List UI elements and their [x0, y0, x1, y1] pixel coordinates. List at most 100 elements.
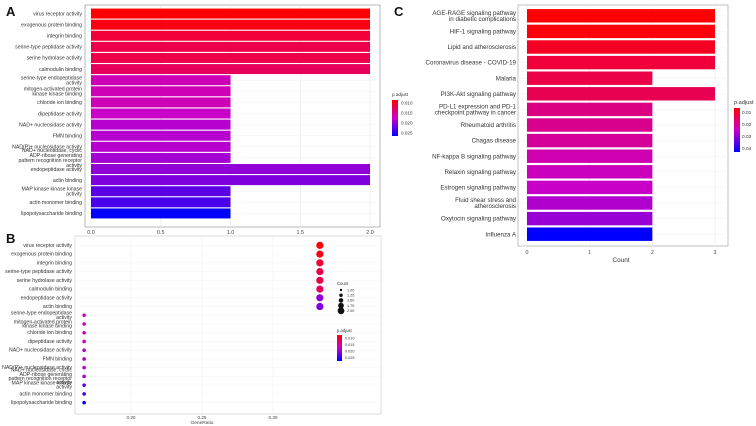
- chart-c-category-label-line: NF-kappa B signaling pathway: [432, 153, 517, 160]
- chart-b-point: [316, 294, 324, 302]
- chart-b-count-legend-dot: [338, 302, 344, 309]
- chart-a-category-label: integrin binding: [47, 34, 82, 40]
- panel-a-letter: A: [6, 4, 16, 19]
- chart-c-bar: [527, 227, 653, 241]
- chart-b-category-label: dipeptidase activity: [28, 339, 72, 345]
- chart-b-p-legend-label: 0.015: [345, 343, 355, 347]
- chart-b-x-tick: 0.25: [198, 415, 207, 420]
- chart-b-point: [82, 322, 86, 326]
- chart-c-category-label-line: PI3K-Akt signaling pathway: [441, 91, 517, 98]
- chart-b-category-label: serine-type endopeptidase activity: [11, 311, 73, 321]
- chart-a-category-label-line: exogenous protein binding: [21, 22, 82, 28]
- chart-a-category-label-line: FMN binding: [53, 133, 83, 139]
- chart-c-category-label: Lipid and atherosclerosis: [448, 44, 516, 51]
- chart-b-count-legend-label: 1.50: [347, 299, 354, 303]
- chart-a-category-label: FMN binding: [53, 133, 83, 139]
- chart-b-category-label-line: pattern recognition receptor: [9, 376, 73, 382]
- chart-b-category-label: FMN binding: [43, 356, 73, 362]
- chart-b-p-legend-colorbar: [337, 335, 342, 361]
- panel-c-letter: C: [394, 4, 404, 19]
- chart-a-bar: [91, 197, 231, 208]
- chart-a-category-label: NAD+ nucleotidase, cyclic ADP-ribose gene…: [19, 148, 83, 169]
- chart-c-bar: [527, 211, 653, 226]
- chart-b-category-label: MAP kinase kinase kinase activity: [12, 381, 73, 391]
- chart-b-point: [82, 383, 86, 387]
- chart-a-bar: [91, 52, 370, 63]
- chart-c-category-label: Coronavirus disease - COVID-19: [426, 60, 517, 67]
- chart-c-category-label-line: Chagas disease: [472, 138, 517, 145]
- chart-c-category-label-line: PD-L1 expression and PD-1: [439, 104, 517, 111]
- chart-a-category-label: serine hydrolase activity: [27, 56, 83, 62]
- chart-a-bar: [91, 186, 231, 197]
- chart-b-point: [82, 374, 86, 379]
- chart-a-category-label-line: NAD+ nucleotidase, cyclic: [22, 148, 83, 154]
- chart-b-point: [82, 365, 86, 370]
- chart-c-category-label-line: Fluid shear stress and: [455, 197, 516, 204]
- chart-c-bar: [527, 165, 653, 179]
- chart-a-category-label: calmodulin binding: [39, 67, 82, 73]
- chart-b-count-legend-dot: [338, 298, 344, 303]
- chart-b-point: [82, 392, 86, 396]
- chart-c-category-label-line: Coronavirus disease - COVID-19: [426, 60, 517, 67]
- chart-b-category-label-line: virus receptor activity: [23, 243, 72, 249]
- chart-b-category-label: mitogen-activated protein kinase kinase b…: [14, 319, 72, 329]
- chart-b-p-legend-label: 0.025: [345, 356, 355, 360]
- chart-a-category-label-line: ADP-ribose generating: [30, 153, 83, 159]
- chart-a-legend-label: 0.020: [401, 121, 413, 126]
- chart-a-bar: [91, 164, 370, 175]
- chart-b-p-legend-title: p.adjust: [337, 328, 353, 333]
- chart-b-p-legend-label: 0.020: [345, 350, 355, 354]
- chart-a-x-tick: 0.5: [157, 230, 165, 236]
- chart-a-category-label: exogenous protein binding: [21, 22, 82, 28]
- chart-c: 0 1 2 3 Count AGE-RAGE signaling pathway in di…: [426, 4, 754, 264]
- chart-b-category-label-line: activity: [56, 385, 72, 391]
- chart-b-count-legend-label: 1.75: [347, 304, 354, 308]
- chart-b-category-label-line: actin monomer binding: [20, 391, 73, 397]
- chart-a-bar: [91, 97, 231, 108]
- chart-a-category-label: NAD(P)+ nucleosidase activity: [12, 145, 82, 151]
- chart-a-bar: [91, 152, 231, 163]
- chart-c-category-label: Estrogen signaling pathway: [440, 185, 517, 192]
- chart-b-point: [82, 313, 86, 318]
- chart-a-category-label-line: serine-type endopeptidase: [21, 75, 82, 81]
- chart-a-category-label-line: MAP kinase kinase kinase: [22, 186, 83, 192]
- chart-a-category-label-line: calmodulin binding: [39, 67, 82, 73]
- chart-c-category-label: Rheumatoid arthritis: [461, 122, 516, 129]
- chart-b-category-label-line: kinase kinase binding: [22, 324, 72, 330]
- chart-c-legend-label: 0.01: [742, 110, 752, 116]
- chart-b-p-legend-label: 0.010: [345, 336, 355, 340]
- chart-a-category-label: endopeptidase activity: [31, 167, 83, 173]
- chart-a-category-label-line: NAD+ nucleosidase activity: [19, 122, 82, 128]
- chart-b-category-label: lipopolysaccharide binding: [11, 400, 72, 406]
- chart-b-category-label-line: activity: [56, 315, 72, 321]
- chart-a: 0.0 0.5 1.0 1.5 2.0 virus receptor activity ex…: [12, 4, 413, 236]
- chart-b-point: [82, 400, 86, 405]
- chart-c-category-label-line: Malaria: [496, 75, 517, 82]
- chart-a-category-label: NAD+ nucleosidase activity: [19, 122, 82, 128]
- chart-b-point: [82, 339, 86, 344]
- chart-b-category-label: virus receptor activity: [23, 243, 72, 249]
- chart-c-bar: [527, 24, 715, 39]
- chart-c-bar: [527, 118, 653, 132]
- chart-b-category-label-line: serine-type endopeptidase: [11, 311, 72, 317]
- chart-c-x-tick: 1: [588, 250, 591, 256]
- chart-a-category-label-line: NAD(P)+ nucleosidase activity: [12, 145, 82, 151]
- chart-b-frame: [74, 235, 382, 415]
- chart-a-x-tick: 0.0: [87, 230, 95, 236]
- chart-b-point: [316, 259, 324, 267]
- chart-c-bar: [527, 71, 653, 85]
- chart-b-category-label-line: serine hydrolase activity: [17, 278, 73, 284]
- chart-b-category-label: NAD+ nucleosidase activity: [9, 348, 72, 354]
- chart-a-category-label-line: actin monomer binding: [30, 200, 83, 206]
- chart-a-x-tick: 2.0: [366, 230, 374, 236]
- chart-c-bar: [527, 55, 715, 70]
- chart-c-category-label: Oxytocin signaling pathway: [441, 216, 517, 223]
- chart-c-bar: [527, 40, 715, 54]
- chart-b-count-legend-label: 2.00: [347, 309, 354, 313]
- chart-a-category-label: serine-type peptidase activity: [15, 45, 82, 51]
- chart-a-x-tick: 1.5: [297, 230, 305, 236]
- chart-c-category-label: Fluid shear stress and atherosclerosis: [455, 197, 516, 210]
- chart-b-category-label: exogenous protein binding: [11, 252, 72, 258]
- chart-b-category-label-line: lipopolysaccharide binding: [11, 400, 72, 406]
- chart-c-category-label-line: Influenza A: [485, 231, 516, 238]
